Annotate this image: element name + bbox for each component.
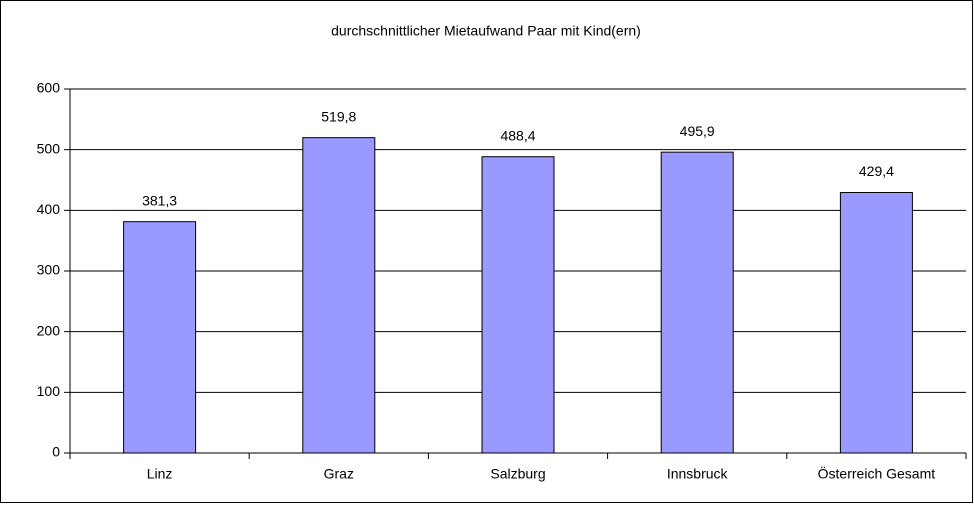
x-tick-label: Österreich Gesamt (818, 465, 936, 482)
y-tick-label: 300 (37, 262, 61, 278)
y-tick-label: 400 (37, 201, 61, 217)
bar (123, 221, 197, 454)
chart-title: durchschnittlicher Mietaufwand Paar mit … (331, 23, 641, 39)
value-label: 381,3 (142, 192, 177, 208)
bar (481, 156, 555, 454)
value-label: 495,9 (680, 123, 715, 139)
y-tick-label: 600 (37, 80, 61, 96)
x-tick-label: Linz (147, 466, 173, 482)
value-label: 519,8 (321, 108, 356, 124)
x-tick-label: Salzburg (490, 466, 545, 482)
y-tick-label: 200 (37, 322, 61, 338)
bar (660, 151, 734, 454)
value-label: 488,4 (500, 127, 535, 143)
x-tick-label: Innsbruck (667, 466, 729, 482)
x-tick-label: Graz (324, 466, 354, 482)
y-tick-label: 100 (37, 383, 61, 399)
y-tick-label: 500 (37, 140, 61, 156)
y-tick-label: 0 (52, 444, 60, 460)
bar (302, 137, 376, 454)
value-label: 429,4 (859, 163, 894, 179)
bar (839, 191, 913, 454)
